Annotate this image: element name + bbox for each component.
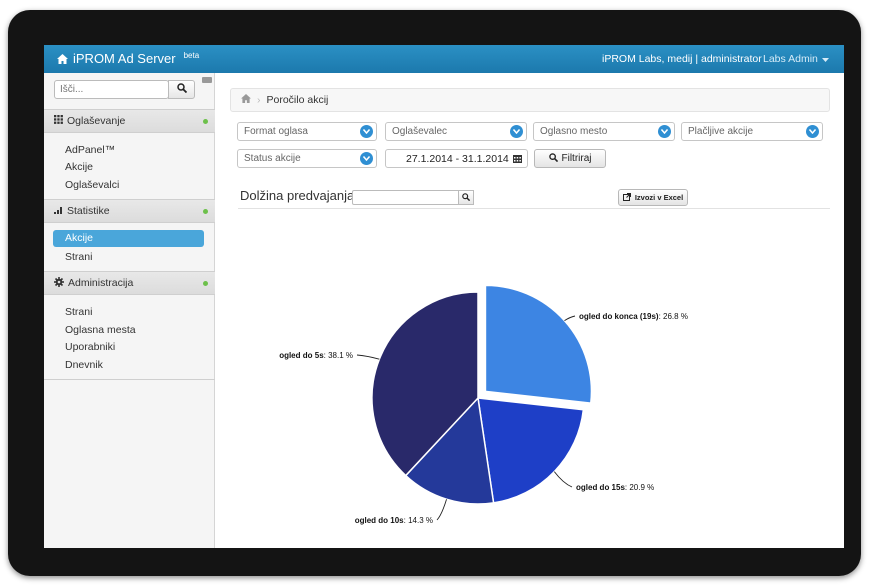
sidebar-section-title: Administracija: [68, 277, 134, 289]
date-range-value: 27.1.2014 - 31.1.2014: [406, 153, 509, 165]
breadcrumb-home-icon[interactable]: [241, 94, 251, 106]
pie-data-label: ogled do 10s: 14.3 %: [355, 516, 433, 525]
sidebar-item-oglasna-mesta[interactable]: Oglasna mesta: [65, 324, 136, 336]
device-frame: iPROM Ad Server beta iPROM Labs, medij |…: [8, 10, 861, 576]
bar-chart-icon: [54, 205, 63, 217]
sidebar-item-oglasevalci[interactable]: Oglaševalci: [65, 179, 120, 191]
sidebar-item-admin-strani[interactable]: Strani: [65, 306, 93, 318]
pie-label-connector: [436, 499, 447, 521]
sidebar-item-uporabniki[interactable]: Uporabniki: [65, 341, 116, 353]
placement-select[interactable]: Oglasno mesto: [533, 122, 675, 141]
sidebar-section-title: Oglaševanje: [67, 115, 126, 127]
pie-data-label: ogled do 5s: 38.1 %: [279, 351, 353, 360]
status-select[interactable]: Status akcije: [237, 149, 377, 168]
filter-button[interactable]: Filtriraj: [534, 149, 606, 168]
brand-name: iPROM Ad Server: [73, 51, 176, 66]
top-navbar: iPROM Ad Server beta iPROM Labs, medij |…: [44, 45, 844, 73]
status-dot: [203, 209, 208, 214]
home-icon: [57, 53, 68, 64]
breadcrumb-separator: ›: [257, 94, 261, 106]
sidebar-section-title: Statistike: [67, 205, 110, 217]
calendar-icon: [513, 154, 522, 166]
search-icon: [176, 83, 187, 96]
chart-search-input[interactable]: [352, 190, 459, 205]
paid-actions-select-value: Plačljive akcije: [688, 126, 754, 137]
date-range-input[interactable]: 27.1.2014 - 31.1.2014: [385, 149, 528, 168]
status-dot: [203, 281, 208, 286]
pie-slice[interactable]: [371, 291, 479, 477]
sidebar: Oglaševanje AdPanel™ Akcije Oglaševalci …: [44, 73, 215, 548]
breadcrumb: › Poročilo akcij: [230, 88, 830, 112]
sidebar-search-input[interactable]: [54, 80, 169, 99]
pie-slice[interactable]: [484, 284, 593, 404]
export-excel-button[interactable]: Izvozi v Excel: [618, 189, 688, 206]
paid-actions-select[interactable]: Plačljive akcije: [681, 122, 823, 141]
format-select[interactable]: Format oglasa: [237, 122, 377, 141]
sidebar-search-button[interactable]: [168, 80, 195, 99]
sidebar-item-dnevnik[interactable]: Dnevnik: [65, 359, 103, 371]
pie-slice[interactable]: [404, 396, 495, 505]
sidebar-divider: [44, 379, 215, 380]
sidebar-section-statistike[interactable]: Statistike: [44, 199, 215, 223]
pie-label-connector: [356, 354, 380, 360]
pie-label-connector: [564, 315, 576, 322]
grid-icon: [54, 115, 63, 127]
brand-link[interactable]: iPROM Ad Server beta: [57, 51, 199, 66]
pie-label-connector: [553, 471, 573, 488]
chevron-down-icon: [806, 125, 819, 138]
share-icon: [622, 192, 631, 203]
chevron-down-icon: [360, 152, 373, 165]
filter-button-label: Filtriraj: [561, 153, 592, 164]
export-button-label: Izvozi v Excel: [634, 193, 684, 202]
advertiser-select-value: Oglaševalec: [392, 126, 448, 137]
placement-select-value: Oglasno mesto: [540, 126, 608, 137]
sidebar-item-statistike-akcije[interactable]: Akcije: [53, 230, 204, 247]
advertiser-select[interactable]: Oglaševalec: [385, 122, 527, 141]
format-select-value: Format oglasa: [244, 126, 308, 137]
chevron-down-icon: [510, 125, 523, 138]
pie-chart: ogled do konca (19s): 26.8 % ogled do 15s…: [279, 284, 688, 525]
status-dot: [203, 119, 208, 124]
collapse-sidebar-icon[interactable]: [202, 77, 212, 83]
sidebar-section-administracija[interactable]: Administracija: [44, 271, 215, 295]
sidebar-item-adpanel[interactable]: AdPanel™: [65, 144, 116, 156]
account-menu[interactable]: Labs Admin: [763, 53, 829, 65]
pie-data-label: ogled do konca (19s): 26.8 %: [579, 312, 688, 321]
sidebar-section-oglasevanje[interactable]: Oglaševanje: [44, 109, 215, 133]
app-screen: iPROM Ad Server beta iPROM Labs, medij |…: [44, 45, 844, 548]
chart-title: Dolžina predvajanja: [240, 188, 355, 203]
pie-data-label: ogled do 15s: 20.9 %: [576, 483, 654, 492]
chart-search-button[interactable]: [458, 190, 474, 205]
breadcrumb-current: Poročilo akcij: [266, 94, 329, 106]
chevron-down-icon: [360, 125, 373, 138]
search-icon: [548, 152, 558, 165]
chart-divider: [238, 208, 830, 209]
chevron-down-icon: [658, 125, 671, 138]
sidebar-item-statistike-strani[interactable]: Strani: [65, 251, 93, 263]
user-info: iPROM Labs, medij | administrator: [602, 53, 762, 65]
caret-down-icon: [821, 53, 829, 65]
account-menu-label: Labs Admin: [763, 53, 818, 65]
search-icon: [462, 192, 471, 204]
brand-beta-badge: beta: [183, 51, 200, 60]
status-select-value: Status akcije: [244, 153, 301, 164]
sidebar-item-akcije[interactable]: Akcije: [65, 161, 94, 173]
pie-slice[interactable]: [477, 397, 585, 504]
gear-icon: [54, 276, 64, 290]
